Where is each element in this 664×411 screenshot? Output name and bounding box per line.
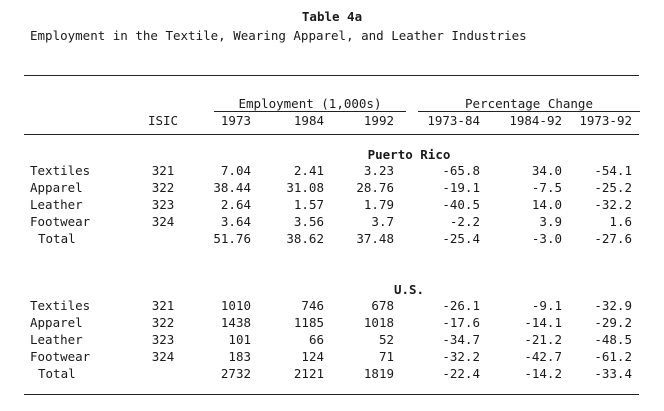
value-cell: -2.2 — [449, 214, 480, 229]
value-cell: 1.6 — [609, 214, 632, 229]
row-label: Footwear — [30, 214, 91, 229]
row-label: Leather — [30, 197, 83, 212]
value-cell: 1185 — [293, 315, 324, 330]
value-cell: 7.04 — [220, 163, 251, 178]
value-cell: 14.0 — [531, 197, 562, 212]
value-cell: -14.2 — [524, 366, 562, 381]
col-header-1973-84: 1973-84 — [427, 113, 480, 128]
isic-cell: 323 — [151, 197, 175, 212]
value-cell: 71 — [378, 349, 394, 364]
col-header-1984-92: 1984-92 — [509, 113, 562, 128]
col-header-1973: 1973 — [220, 113, 251, 128]
isic-cell: 322 — [151, 315, 175, 330]
row-label: Total — [38, 231, 76, 246]
table-title: Table 4a — [301, 9, 363, 24]
isic-cell: 321 — [151, 298, 175, 313]
value-cell: -32.9 — [594, 298, 632, 313]
row-label: Total — [38, 366, 76, 381]
isic-cell: 322 — [151, 180, 175, 195]
value-cell: -26.1 — [442, 298, 480, 313]
value-cell: -14.1 — [524, 315, 562, 330]
col-header-1992: 1992 — [363, 113, 394, 128]
value-cell: 2121 — [293, 366, 324, 381]
value-cell: 3.64 — [220, 214, 251, 229]
value-cell: 2.64 — [220, 197, 251, 212]
value-cell: 38.62 — [286, 231, 324, 246]
employment-group-rule — [214, 111, 406, 112]
value-cell: 37.48 — [356, 231, 394, 246]
row-label: Footwear — [30, 349, 91, 364]
col-header-1973-92: 1973-92 — [579, 113, 632, 128]
value-cell: -33.4 — [594, 366, 632, 381]
value-cell: 183 — [228, 349, 251, 364]
isic-header: ISIC — [147, 113, 179, 128]
percentage-group-rule — [418, 111, 640, 112]
value-cell: -32.2 — [442, 349, 480, 364]
value-cell: 1.57 — [293, 197, 324, 212]
value-cell: 3.9 — [539, 214, 562, 229]
value-cell: -65.8 — [442, 163, 480, 178]
value-cell: 1819 — [363, 366, 394, 381]
value-cell: -25.4 — [442, 231, 480, 246]
table-subtitle: Employment in the Textile, Wearing Appar… — [30, 28, 527, 43]
value-cell: -21.2 — [524, 332, 562, 347]
value-cell: 3.56 — [293, 214, 324, 229]
isic-cell: 324 — [151, 349, 175, 364]
isic-cell: 321 — [151, 163, 175, 178]
value-cell: 678 — [371, 298, 394, 313]
value-cell: 124 — [301, 349, 324, 364]
value-cell: 2.41 — [293, 163, 324, 178]
row-label: Textiles — [30, 163, 91, 178]
value-cell: -22.4 — [442, 366, 480, 381]
row-label: Leather — [30, 332, 83, 347]
value-cell: 1018 — [363, 315, 394, 330]
value-cell: -9.1 — [531, 298, 562, 313]
value-cell: -61.2 — [594, 349, 632, 364]
value-cell: -17.6 — [442, 315, 480, 330]
header-rule — [24, 134, 639, 135]
value-cell: 746 — [301, 298, 324, 313]
value-cell: -48.5 — [594, 332, 632, 347]
value-cell: 1010 — [220, 298, 251, 313]
value-cell: 3.23 — [363, 163, 394, 178]
value-cell: 51.76 — [213, 231, 251, 246]
value-cell: -54.1 — [594, 163, 632, 178]
value-cell: -25.2 — [594, 180, 632, 195]
value-cell: 34.0 — [531, 163, 562, 178]
value-cell: -19.1 — [442, 180, 480, 195]
section-heading: U.S. — [393, 282, 425, 297]
value-cell: 38.44 — [213, 180, 251, 195]
value-cell: 3.7 — [371, 214, 394, 229]
value-cell: -42.7 — [524, 349, 562, 364]
value-cell: 31.08 — [286, 180, 324, 195]
value-cell: -40.5 — [442, 197, 480, 212]
bottom-rule — [24, 394, 639, 395]
row-label: Apparel — [30, 315, 83, 330]
value-cell: 28.76 — [356, 180, 394, 195]
value-cell: -27.6 — [594, 231, 632, 246]
row-label: Apparel — [30, 180, 83, 195]
value-cell: -32.2 — [594, 197, 632, 212]
isic-cell: 324 — [151, 214, 175, 229]
value-cell: 2732 — [220, 366, 251, 381]
value-cell: 101 — [228, 332, 251, 347]
row-label: Textiles — [30, 298, 91, 313]
top-rule — [24, 75, 639, 76]
isic-cell: 323 — [151, 332, 175, 347]
value-cell: 1438 — [220, 315, 251, 330]
value-cell: -3.0 — [531, 231, 562, 246]
percentage-group-header: Percentage Change — [465, 96, 593, 111]
value-cell: -29.2 — [594, 315, 632, 330]
value-cell: -7.5 — [531, 180, 562, 195]
employment-group-header: Employment (1,000s) — [238, 96, 382, 111]
value-cell: 52 — [378, 332, 394, 347]
section-heading: Puerto Rico — [367, 147, 451, 162]
value-cell: 66 — [308, 332, 324, 347]
value-cell: -34.7 — [442, 332, 480, 347]
value-cell: 1.79 — [363, 197, 394, 212]
col-header-1984: 1984 — [293, 113, 324, 128]
